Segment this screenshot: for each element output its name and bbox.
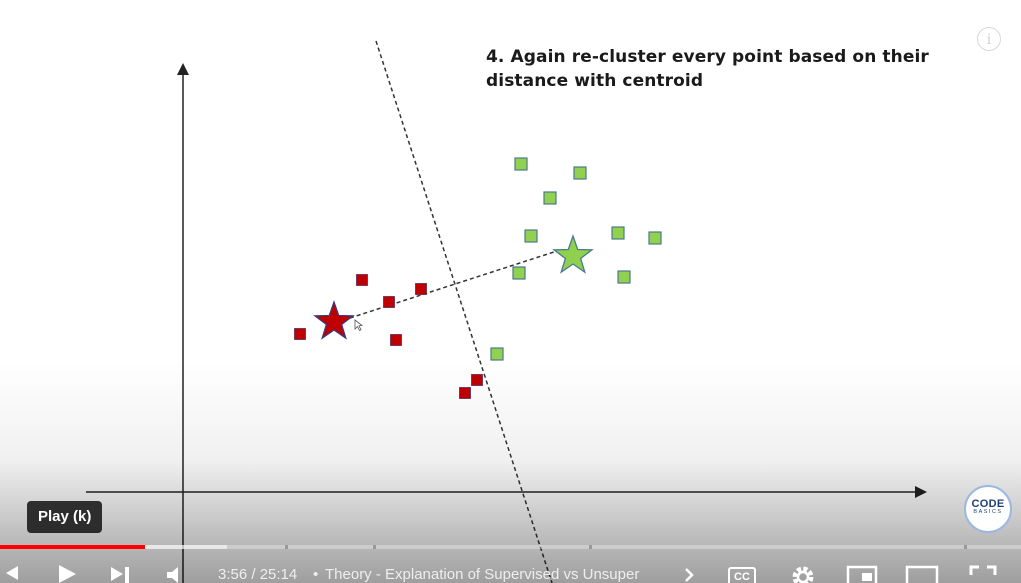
green-data-point: [617, 270, 631, 284]
red-data-point: [471, 374, 483, 386]
logo-text: CODE: [971, 498, 1005, 510]
settings-gear-icon[interactable]: [789, 563, 817, 583]
theater-mode-icon[interactable]: [905, 563, 939, 583]
chapter-gap: [373, 545, 376, 549]
miniplayer-icon[interactable]: [846, 563, 878, 583]
red-data-point: [390, 334, 402, 346]
green-data-point: [611, 226, 625, 240]
red-data-point: [356, 274, 368, 286]
green-data-point: [514, 157, 528, 171]
chapter-gap: [589, 545, 592, 549]
subtitles-button[interactable]: CC: [728, 567, 756, 583]
green-data-point: [648, 231, 662, 245]
chevron-right-icon[interactable]: [682, 563, 698, 583]
chapter-gap: [285, 545, 288, 549]
fullscreen-icon[interactable]: [968, 563, 998, 583]
channel-logo[interactable]: CODE BASICS: [964, 485, 1012, 533]
green-data-point: [573, 166, 587, 180]
logo-subtext: BASICS: [973, 509, 1003, 515]
next-icon[interactable]: [108, 563, 134, 583]
chapter-gap: [964, 545, 967, 549]
mouse-cursor-icon: [354, 319, 364, 332]
chapter-separator: •: [313, 566, 319, 583]
red-data-point: [294, 328, 306, 340]
info-icon[interactable]: i: [977, 27, 1001, 51]
play-icon[interactable]: [56, 563, 78, 583]
cluster-boundary-line: [375, 40, 553, 583]
progress-bar[interactable]: [0, 545, 1021, 549]
green-data-point: [543, 191, 557, 205]
red-data-point: [459, 387, 471, 399]
previous-icon[interactable]: [0, 563, 20, 583]
chapter-title[interactable]: Theory - Explanation of Supervised vs Un…: [325, 566, 640, 583]
green-centroid-star: [552, 234, 594, 274]
red-data-point: [383, 296, 395, 308]
green-data-point: [490, 347, 504, 361]
green-data-point: [512, 266, 526, 280]
time-display: 3:56 / 25:14: [218, 566, 298, 583]
centroid-connector-line: [349, 250, 558, 319]
green-data-point: [524, 229, 538, 243]
progress-played: [0, 545, 145, 549]
play-tooltip: Play (k): [27, 501, 103, 533]
volume-icon[interactable]: [164, 563, 188, 583]
red-data-point: [415, 283, 427, 295]
red-centroid-star: [313, 300, 355, 340]
slide-title: 4. Again re-cluster every point based on…: [486, 47, 929, 91]
